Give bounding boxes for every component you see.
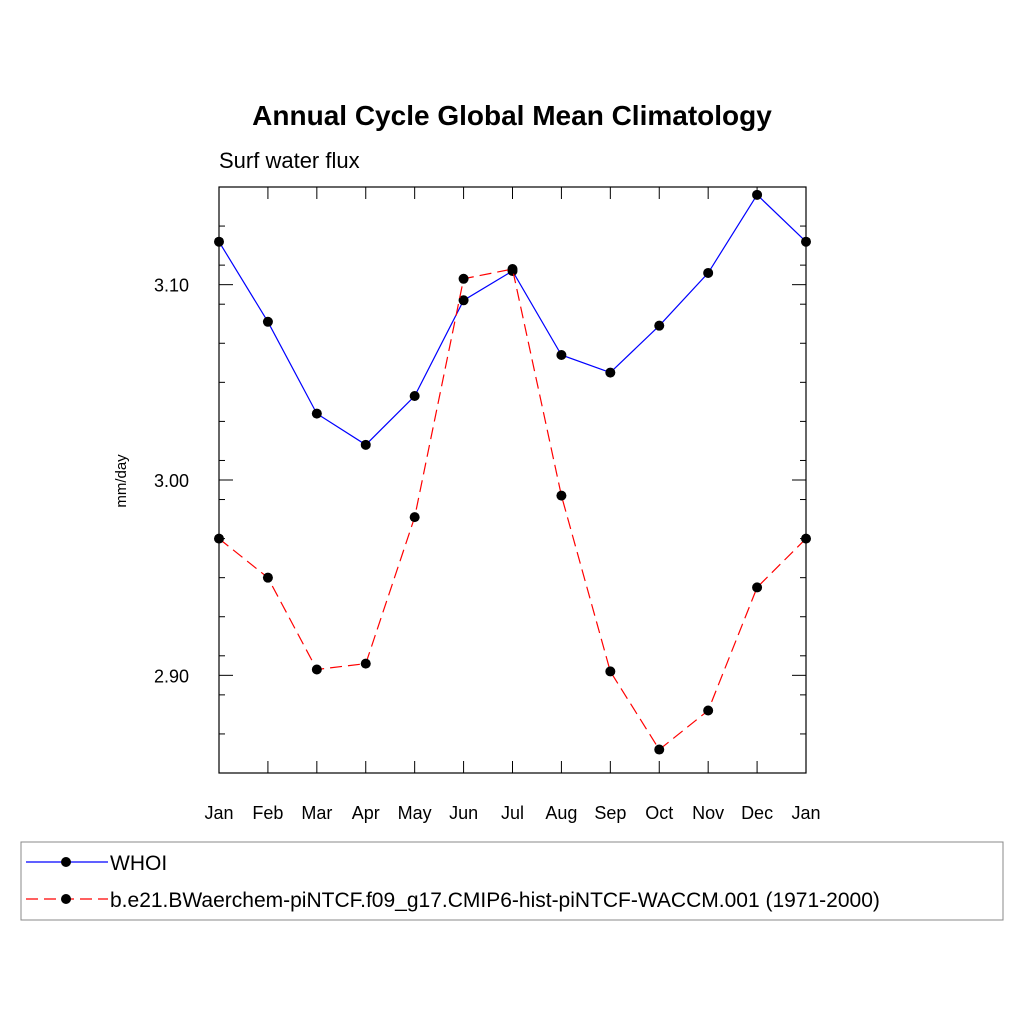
series-0-point (409, 391, 420, 402)
legend: WHOI b.e21.BWaerchem-piNTCF.f09_g17.CMIP6… (26, 852, 880, 912)
x-tick-label: Dec (741, 803, 773, 823)
x-tick-label: Oct (645, 803, 673, 823)
axis-ticks: Jan Feb Mar Apr May Jun Jul Aug Sep Oct Nov Dec Jan 2… (154, 186, 821, 823)
series-0-point (752, 189, 763, 200)
x-tick-label: Apr (352, 803, 380, 823)
legend-label-0: WHOI (110, 852, 167, 875)
x-tick-label: Aug (545, 803, 577, 823)
series-0-point (801, 236, 811, 247)
x-tick-label: Jul (501, 803, 524, 823)
series-layer (214, 189, 811, 755)
chart-title: Annual Cycle Global Mean Climatology (252, 100, 772, 131)
x-tick-label: Jun (449, 803, 478, 823)
series-1-point (262, 572, 273, 583)
series-0-point (605, 367, 616, 378)
series-1-point (605, 666, 616, 677)
series-1-point (311, 664, 322, 675)
legend-marker-1 (61, 894, 71, 904)
y-tick-label: 2.90 (154, 666, 189, 686)
legend-label-1: b.e21.BWaerchem-piNTCF.f09_g17.CMIP6-his… (110, 889, 880, 912)
y-axis-label: mm/day (113, 454, 130, 508)
series-1-point (703, 705, 714, 716)
series-1-point (507, 264, 518, 275)
series-1-point (801, 533, 811, 544)
legend-marker-0 (61, 857, 71, 867)
x-tick-label: Jan (791, 803, 820, 823)
series-1-point (752, 582, 763, 593)
x-tick-label: Jan (204, 803, 233, 823)
x-tick-label: Feb (252, 803, 283, 823)
series-1-point (458, 273, 469, 284)
x-tick-label: Sep (594, 803, 626, 823)
y-tick-label: 3.00 (154, 471, 189, 491)
series-0-point (458, 295, 469, 306)
series-0-point (214, 236, 224, 247)
series-0-point (703, 267, 714, 278)
x-tick-label: May (398, 803, 432, 823)
x-tick-label: Nov (692, 803, 724, 823)
series-0-point (262, 316, 273, 327)
y-tick-label: 3.10 (154, 276, 189, 296)
series-1-point (556, 490, 567, 501)
series-line-0 (218, 193, 807, 446)
series-1-point (214, 533, 224, 544)
series-1-point (360, 658, 371, 669)
series-0-point (360, 439, 371, 450)
x-tick-label: Mar (301, 803, 332, 823)
series-line-1 (218, 268, 807, 751)
series-0-point (311, 408, 322, 419)
series-0-point (556, 349, 567, 360)
series-1-point (409, 512, 420, 523)
series-1-point (654, 744, 665, 755)
chart-subtitle: Surf water flux (219, 148, 360, 173)
legend-box (20, 841, 1004, 921)
series-0-point (654, 320, 665, 331)
